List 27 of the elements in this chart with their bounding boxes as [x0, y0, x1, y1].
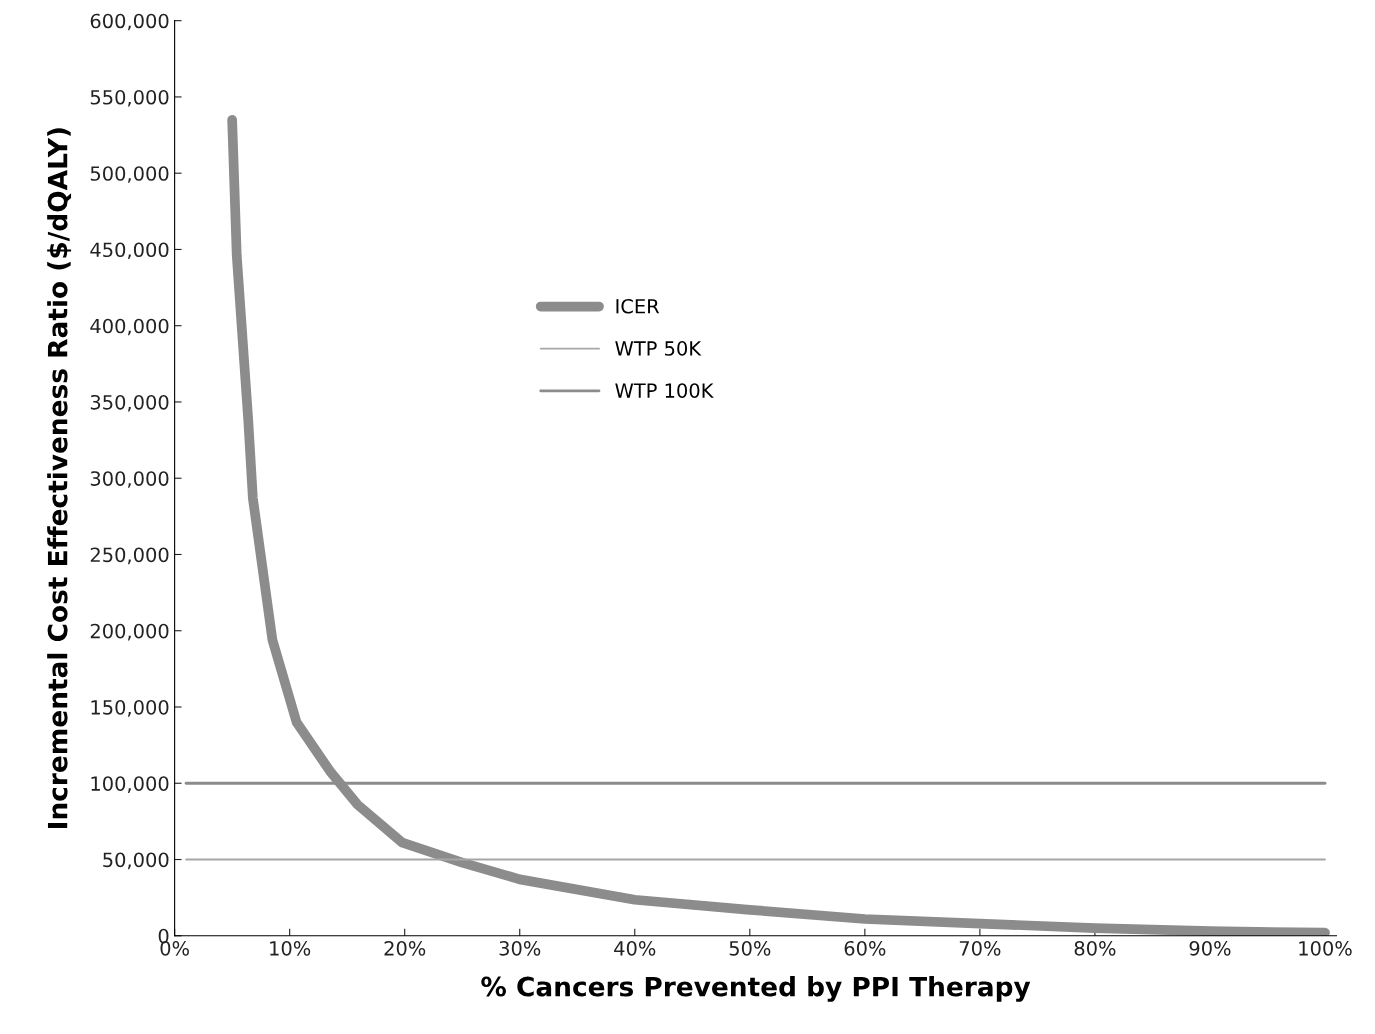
y-tick-label: 50,000: [103, 852, 169, 870]
legend-label: WTP 100K: [615, 383, 714, 398]
y-tick-label: 100,000: [91, 776, 169, 793]
y-tick-label: 500,000: [90, 166, 169, 183]
y-tick-label: 150,000: [91, 699, 169, 717]
y-tick-label: 200,000: [90, 623, 169, 641]
x-tick-label: 10%: [270, 940, 311, 956]
x-tick-label: 70%: [959, 940, 1001, 956]
x-tick-label: 20%: [384, 940, 426, 956]
x-tick-label: 80%: [1074, 940, 1116, 956]
y-tick-label: 350,000: [90, 394, 169, 412]
x-axis-title: % Cancers Prevented by PPI Therapy: [481, 976, 1031, 1002]
y-axis-title: Incremental Cost Effectiveness Ratio ($/dQALY): [47, 128, 72, 828]
legend-label: ICER: [616, 298, 660, 314]
y-tick-label: 300,000: [90, 471, 169, 488]
legend-label: WTP 50K: [615, 341, 702, 356]
x-tick-label: 40%: [614, 940, 656, 956]
y-tick-label: 400,000: [90, 318, 169, 336]
x-tick-label: 100%: [1299, 940, 1352, 956]
x-tick-label: 60%: [844, 940, 886, 956]
x-tick-label: 30%: [499, 940, 541, 956]
y-tick-label: 550,000: [90, 89, 169, 107]
x-tick-label: 90%: [1189, 940, 1231, 956]
x-tick-label: 50%: [729, 940, 771, 956]
y-tick-label: 250,000: [90, 547, 169, 565]
y-tick-label: 450,000: [90, 242, 169, 260]
y-tick-label: 600,000: [90, 13, 169, 31]
